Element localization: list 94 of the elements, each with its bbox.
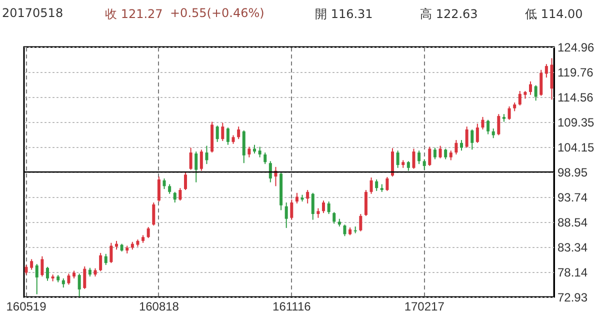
candlestick [322,200,325,214]
candlestick [152,202,156,226]
candlestick [316,208,320,218]
text: +0.55(+0.46%) [170,6,264,20]
candlestick [412,148,416,170]
candlestick [534,84,538,102]
y-tick-label: 104.15 [558,140,595,154]
candlestick [396,150,400,168]
candlestick [157,176,160,202]
y-tick-label: 88.54 [558,215,588,230]
candlestick [422,158,426,170]
candlestick [497,114,500,136]
candlestick [359,214,362,232]
y-tick-label: 98.95 [558,165,588,180]
candlestick [24,264,28,276]
candlestick [492,128,495,139]
candlestick [550,58,554,100]
candlestick [30,258,34,270]
candlestick [40,256,44,277]
text: 高 122.63 [420,6,478,23]
x-tick-label: 170217 [404,300,445,314]
x-tick-label: 160818 [138,300,180,314]
candlestick [486,119,490,135]
candlestick [418,150,421,165]
candlestick [518,90,522,106]
candlestick [264,152,267,165]
candlestick [200,149,203,172]
candlestick [146,226,150,239]
candlestick [205,145,208,165]
candlestick [508,106,511,120]
candlestick [386,176,389,192]
candlestick [178,188,182,202]
candlestick [465,126,468,148]
candlestick [406,160,410,172]
text: 收 121.27 [105,6,163,23]
candlestick [83,266,86,290]
candlestick [295,192,298,204]
x-tick-label: 160519 [6,300,47,314]
candlestick [364,189,368,216]
candlestick [470,128,474,150]
y-tick-label: 124.96 [558,40,595,54]
y-tick-label: 93.74 [558,190,588,205]
candlestick [332,212,336,224]
candlestick [375,178,378,192]
y-tick-label: 114.56 [558,90,594,104]
candlestick [99,252,102,272]
candlestick [433,147,436,160]
candlestick [104,253,108,266]
candlestick [216,125,219,142]
candlestick [343,224,346,237]
candlestick [258,146,262,158]
candlestick [284,202,288,228]
candlestick [454,140,458,155]
candlestick [189,147,192,170]
candlestick [221,122,224,142]
candlestick [449,150,452,161]
candlestick [35,263,38,295]
candlestick [428,146,432,166]
candlestick [481,116,484,130]
candlestick [78,273,81,298]
candlestick [540,69,543,96]
y-tick-label: 119.76 [558,65,594,80]
candlestick [370,177,373,194]
candlestick [460,140,464,152]
candlestick [194,151,198,183]
y-tick-label: 78.14 [558,265,588,280]
candlestick [110,242,113,264]
candlestick [438,145,442,159]
candlestick [226,127,230,146]
candlestick [237,126,240,140]
candlestick [290,199,294,220]
candlestick [311,192,314,220]
candlestick [306,189,310,204]
candlestick [476,123,479,144]
candlestick [529,80,532,96]
candlestick [173,191,176,203]
candlestick [248,146,251,158]
y-tick-label: 72.93 [558,290,588,304]
y-tick-label: 83.34 [558,240,588,254]
text: 開 116.31 [315,6,373,23]
candlestick [184,172,187,190]
candlestick [62,278,65,288]
candlestick [46,266,49,282]
text: 20170518 [2,6,64,20]
candlestick [67,273,70,286]
candlestick [544,64,548,78]
candlestick [444,148,448,160]
candlestick [162,178,166,190]
text: 低 114.00 [525,6,583,23]
x-tick-label: 161116 [272,300,312,314]
candlestick [168,184,172,194]
candlestick [327,201,330,215]
y-tick-label: 109.35 [558,116,595,130]
candlestick [268,160,272,183]
